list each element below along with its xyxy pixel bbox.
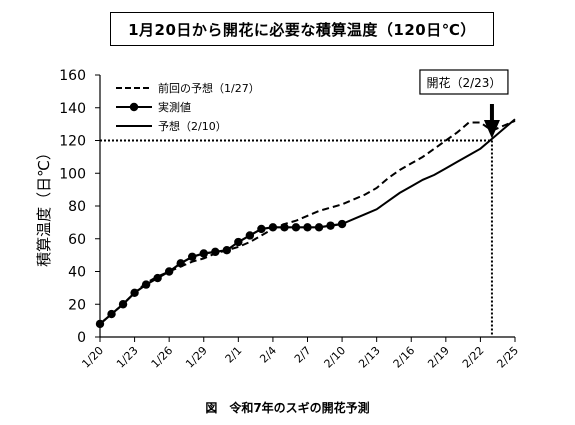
y-tick-label: 20 (68, 297, 86, 313)
data-point (164, 267, 174, 276)
y-tick-label: 80 (68, 199, 86, 215)
y-tick-label: 120 (59, 134, 86, 150)
legend-marker (129, 102, 139, 112)
bloom-annotation: 開花（2/23） (419, 69, 509, 139)
figure-caption: 図 令和7年のスギの開花予測 (205, 401, 370, 415)
x-tick-label: 2/1 (223, 344, 245, 366)
data-point (176, 259, 185, 268)
legend-label: 前回の予想（1/27） (158, 81, 260, 95)
data-point (291, 223, 301, 232)
data-point (130, 288, 139, 297)
x-tick-label: 2/16 (391, 344, 418, 371)
y-tick-label: 60 (68, 232, 86, 248)
annotation-arrow-head (483, 120, 500, 139)
y-axis-label: 積算温度（日℃） (35, 145, 53, 267)
x-tick-label: 2/4 (257, 344, 279, 366)
x-tick-label: 2/13 (356, 344, 383, 371)
data-point (268, 223, 278, 232)
x-tick-label: 1/29 (183, 344, 210, 371)
y-tick-label: 160 (59, 68, 86, 84)
data-point (303, 223, 312, 232)
x-tick-label: 2/7 (292, 344, 314, 366)
data-point (280, 223, 289, 232)
x-tick-label: 1/23 (114, 344, 141, 371)
x-tick-label: 1/26 (149, 344, 176, 371)
series-layer (95, 118, 516, 329)
annotation-box (419, 69, 509, 95)
data-point (222, 246, 232, 255)
y-tick-label: 40 (68, 265, 86, 281)
x-tick-label: 1/20 (79, 344, 106, 371)
data-point (337, 219, 347, 229)
data-point (314, 223, 324, 232)
axes: 0 20 40 60 80 100 120 140 160 1/20 1/23 1/26 1/29 2/1… (35, 68, 521, 371)
data-point (234, 237, 243, 247)
series-line-1 (99, 222, 343, 325)
data-point (118, 300, 128, 309)
x-tick-label: 2/25 (494, 344, 521, 371)
y-tick-label: 0 (77, 330, 86, 346)
data-point (107, 309, 116, 319)
data-point (326, 221, 335, 230)
legend-label: 実測値 (158, 100, 191, 114)
x-tick-label: 2/10 (322, 344, 349, 371)
threshold-lines (100, 139, 493, 337)
data-point (95, 319, 105, 329)
data-point (199, 249, 208, 258)
y-tick-label: 140 (59, 101, 86, 117)
chart-title: 1月20日から開花に必要な積算温度（120日℃） (110, 12, 494, 46)
data-point (188, 252, 197, 261)
y-tick-label: 100 (59, 166, 86, 182)
legend-label: 予想（2/10） (158, 119, 227, 133)
series-line-0 (99, 119, 516, 325)
data-point (245, 231, 255, 240)
annotation-label: 開花（2/23） (426, 75, 501, 90)
data-point (141, 280, 151, 289)
series-line-2 (341, 118, 516, 225)
data-point (257, 224, 266, 234)
x-tick-label: 2/22 (460, 344, 487, 371)
x-tick-label: 2/19 (425, 344, 452, 371)
data-point (153, 273, 162, 283)
data-point (211, 247, 220, 257)
